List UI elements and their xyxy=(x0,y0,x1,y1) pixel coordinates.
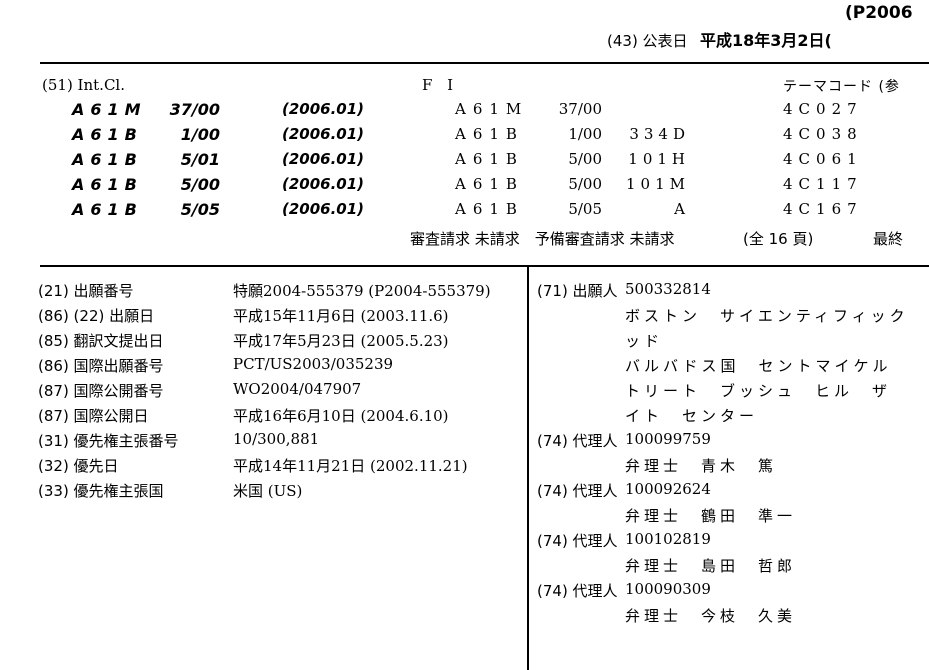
total-pages: (全 16 頁) xyxy=(743,230,814,248)
agent-name: 弁理士 青木 篤 xyxy=(625,457,778,475)
field-label: (21) 出願番号 xyxy=(38,282,134,300)
intcl-subclass: 5/00 xyxy=(180,175,220,194)
publication-number-partial: (P2006 xyxy=(845,3,913,23)
intcl-version: (2006.01) xyxy=(282,175,365,193)
field-value: 10/300,881 xyxy=(233,430,320,448)
theme-code: 4C167 xyxy=(783,200,863,218)
publication-date-value: 平成18年3月2日( xyxy=(700,31,832,50)
intcl-version: (2006.01) xyxy=(282,150,365,168)
top-rule xyxy=(40,62,929,64)
fi-subclass: 37/00 xyxy=(558,100,602,118)
fi-subclass: 5/00 xyxy=(568,175,602,193)
agent-id: 100090309 xyxy=(625,580,711,598)
intcl-subclass: 5/05 xyxy=(180,200,220,219)
field-value: WO2004/047907 xyxy=(233,380,362,398)
intcl-version: (2006.01) xyxy=(282,200,365,218)
fi-extra-code: 101M xyxy=(626,175,690,193)
field-value: 特願2004-555379 (P2004-555379) xyxy=(233,282,491,300)
theme-code: 4C027 xyxy=(783,100,863,118)
fi-class: A61M xyxy=(455,100,529,118)
theme-code: 4C038 xyxy=(783,125,863,143)
field-label: (74) 代理人 xyxy=(537,532,618,550)
applicant-name-line: ッド xyxy=(625,332,664,350)
intcl-header: (51) Int.Cl. xyxy=(42,76,125,94)
field-label: (74) 代理人 xyxy=(537,582,618,600)
intcl-subclass: 1/00 xyxy=(180,125,220,144)
field-label: (85) 翻訳文提出日 xyxy=(38,332,164,350)
classification-row: A61B 1/00 (2006.01) A61B 1/00 334D 4C038 xyxy=(0,125,929,147)
applicant-id: 500332814 xyxy=(625,280,711,298)
field-label: (86) (22) 出願日 xyxy=(38,307,155,325)
agent-name: 弁理士 鶴田 準一 xyxy=(625,507,797,525)
examination-request-status: 審査請求 未請求 予備審査請求 未請求 xyxy=(410,230,675,248)
theme-code-header: テーマコード (参 xyxy=(783,79,900,95)
agent-name: 弁理士 島田 哲郎 xyxy=(625,557,797,575)
fi-extra-code: 334D xyxy=(629,125,690,143)
field-value: 米国 (US) xyxy=(233,482,303,500)
continues-note: 最終 xyxy=(873,230,904,248)
field-label: (87) 国際公開日 xyxy=(38,407,149,425)
field-value: 平成17年5月23日 (2005.5.23) xyxy=(233,332,449,350)
agent-id: 100099759 xyxy=(625,430,711,448)
field-value: 平成14年11月21日 (2002.11.21) xyxy=(233,457,468,475)
agent-name: 弁理士 今枝 久美 xyxy=(625,607,797,625)
applicant-address-line: トリート ブッシュ ヒル ザ xyxy=(625,382,892,400)
field-label: (74) 代理人 xyxy=(537,432,618,450)
fi-header: F I xyxy=(422,76,459,94)
intcl-version: (2006.01) xyxy=(282,100,365,118)
fi-class: A61B xyxy=(455,125,524,143)
fi-extra-code: A xyxy=(674,200,690,218)
field-label: (33) 優先権主張国 xyxy=(38,482,164,500)
fi-class: A61B xyxy=(455,200,524,218)
fi-class: A61B xyxy=(455,175,524,193)
classification-row: A61M 37/00 (2006.01) A61M 37/00 4C027 xyxy=(0,100,929,122)
theme-code: 4C117 xyxy=(783,175,863,193)
fi-class: A61B xyxy=(455,150,524,168)
intcl-class: A61B xyxy=(72,125,143,144)
fi-subclass: 5/05 xyxy=(568,200,602,218)
theme-code: 4C061 xyxy=(783,150,863,168)
field-label: (31) 優先権主張番号 xyxy=(38,432,179,450)
intcl-subclass: 5/01 xyxy=(180,150,220,169)
field-label: (86) 国際出願番号 xyxy=(38,357,164,375)
intcl-class: A61M xyxy=(72,100,147,119)
intcl-class: A61B xyxy=(72,175,143,194)
classification-row: A61B 5/05 (2006.01) A61B 5/05 A 4C167 xyxy=(0,200,929,222)
field-value: 平成16年6月10日 (2004.6.10) xyxy=(233,407,449,425)
fi-subclass: 1/00 xyxy=(568,125,602,143)
applicant-name-line: ボストン サイエンティフィック xyxy=(625,307,909,325)
publication-date-label: (43) 公表日 xyxy=(607,32,688,50)
column-divider xyxy=(527,267,529,670)
applicant-address-line: バルバドス国 セントマイケル xyxy=(625,357,892,375)
field-value: 平成15年11月6日 (2003.11.6) xyxy=(233,307,449,325)
classification-row: A61B 5/00 (2006.01) A61B 5/00 101M 4C117 xyxy=(0,175,929,197)
fi-subclass: 5/00 xyxy=(568,150,602,168)
middle-rule xyxy=(40,265,929,267)
field-label: (87) 国際公開番号 xyxy=(38,382,164,400)
field-label: (74) 代理人 xyxy=(537,482,618,500)
fi-extra-code: 101H xyxy=(628,150,690,168)
agent-id: 100092624 xyxy=(625,480,711,498)
agent-id: 100102819 xyxy=(625,530,711,548)
field-value: PCT/US2003/035239 xyxy=(233,355,394,373)
intcl-class: A61B xyxy=(72,200,143,219)
intcl-subclass: 37/00 xyxy=(169,100,220,119)
field-label: (71) 出願人 xyxy=(537,282,618,300)
intcl-class: A61B xyxy=(72,150,143,169)
applicant-address-line: イト センター xyxy=(625,407,759,425)
classification-row: A61B 5/01 (2006.01) A61B 5/00 101H 4C061 xyxy=(0,150,929,172)
intcl-version: (2006.01) xyxy=(282,125,365,143)
field-label: (32) 優先日 xyxy=(38,457,119,475)
